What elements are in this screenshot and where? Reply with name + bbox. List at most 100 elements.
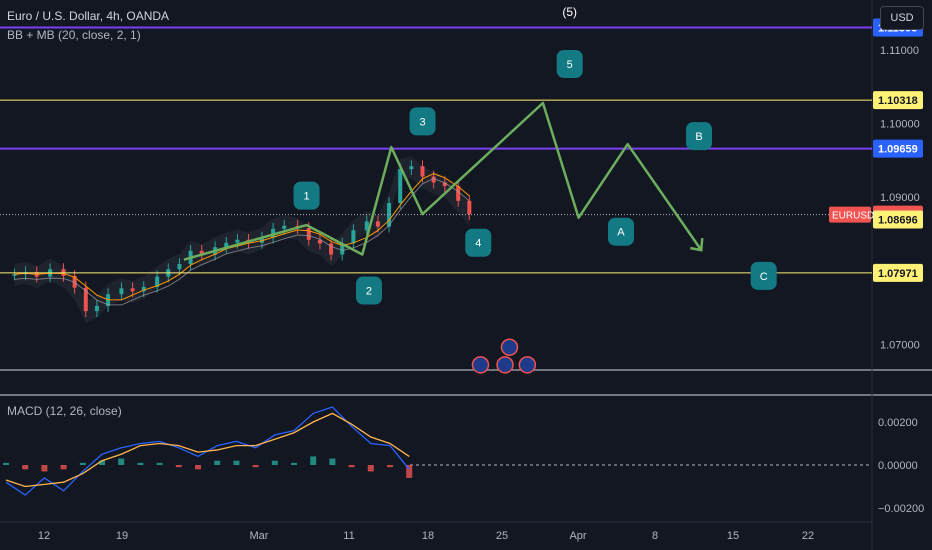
candle-body — [72, 275, 77, 288]
wave-label-box — [686, 122, 713, 151]
currency-button[interactable]: USD — [880, 6, 924, 30]
symbol-tag-bg — [829, 206, 871, 223]
macd-histogram-bar — [387, 465, 393, 468]
wave-arrowhead — [690, 237, 704, 252]
candle-body — [329, 243, 334, 255]
candle-body — [119, 288, 124, 295]
macd-histogram-bar — [137, 462, 144, 465]
price-tag-label: 1.08696 — [878, 214, 918, 226]
wave-label-box — [355, 276, 382, 305]
price-tag-bg — [873, 91, 923, 110]
wave-label-callout: 2 — [355, 276, 382, 305]
candle-body — [387, 203, 392, 227]
price-tag: 1.09659 — [873, 139, 923, 158]
candle-body — [351, 230, 356, 244]
wave-label-callout: 4 — [465, 228, 492, 257]
wave-label-box — [556, 49, 583, 78]
macd-histogram-bar — [214, 460, 221, 465]
wave-label-text: 4 — [475, 238, 481, 250]
wave-label-callout: 3 — [409, 107, 436, 136]
price-tag-label: 1.10318 — [878, 95, 918, 107]
price-tag-label: 1.07971 — [878, 268, 918, 280]
candle-body — [83, 287, 88, 312]
price-tag: 1.07971 — [873, 263, 923, 282]
candle-body — [467, 200, 472, 215]
candle-body — [456, 186, 461, 201]
wave-label-box — [409, 107, 436, 136]
economic-event-icon — [471, 356, 490, 374]
macd-histogram-bar — [367, 465, 374, 472]
wave-label-box — [607, 217, 634, 246]
wave-label-callout: 5 — [556, 49, 583, 78]
time-tick-label: 15 — [727, 530, 739, 542]
candle-body — [259, 237, 264, 243]
candle-body — [235, 239, 240, 243]
candle-body — [271, 228, 276, 238]
price-tag-bg — [873, 139, 923, 158]
candle-body — [282, 225, 287, 229]
candle-body — [364, 221, 369, 231]
time-tick-label: 12 — [38, 530, 50, 542]
candle-body — [442, 182, 447, 187]
macd-tick-label: −0.00200 — [878, 503, 924, 515]
wave-label-callout: B — [686, 122, 713, 151]
wave-label-text: C — [760, 271, 768, 283]
wave-label-box — [750, 261, 777, 290]
wave-label-callout: C — [750, 261, 777, 290]
time-tick-label: Mar — [250, 530, 269, 542]
macd-label[interactable]: MACD (12, 26, close) — [7, 404, 122, 418]
macd-histogram-bar — [99, 460, 105, 465]
price-tag-label: 1.09659 — [878, 144, 918, 156]
time-tick-label: Apr — [569, 530, 586, 542]
price-tag: 1.10318 — [873, 91, 923, 110]
candle-body — [375, 221, 380, 227]
wave-label-box — [465, 228, 492, 257]
macd-tick-label: 0.00200 — [878, 417, 918, 429]
macd-histogram-bar — [291, 462, 297, 465]
candle-body — [317, 239, 322, 244]
economic-event-icon — [518, 356, 537, 374]
macd-histogram-bar — [60, 465, 67, 470]
wave-label-text: 2 — [366, 286, 372, 298]
basis-line — [14, 178, 470, 306]
macd-histogram-bar — [22, 465, 29, 470]
candle-body — [340, 243, 345, 255]
macd-histogram-bar — [406, 465, 413, 478]
macd-tick-label: 0.00000 — [878, 460, 918, 472]
candle-body — [130, 288, 135, 292]
economic-event-icon — [500, 338, 519, 356]
price-tag-bg — [873, 263, 923, 282]
macd-histogram-bar — [310, 456, 317, 465]
wave-label-text: A — [617, 227, 625, 239]
indicator-label[interactable]: BB + MB (20, close, 2, 1) — [7, 28, 141, 42]
candle-body — [224, 242, 229, 248]
wave-label-text: (5) — [562, 5, 577, 19]
time-tick-label: 8 — [652, 530, 658, 542]
economic-event-icon — [496, 356, 514, 374]
macd-histogram-bar — [195, 465, 201, 470]
signal-line — [5, 412, 410, 488]
price-tick-label: 1.09000 — [880, 192, 920, 204]
wave-label-text: 5 — [567, 59, 573, 71]
wave-label-callout: A — [607, 217, 634, 246]
wave-label-callout: 1 — [293, 181, 320, 210]
candle-body — [177, 264, 182, 270]
price-tick-label: 1.07000 — [880, 339, 920, 351]
candle-body — [398, 169, 403, 204]
symbol-title[interactable]: Euro / U.S. Dollar, 4h, OANDA — [7, 9, 170, 23]
wave-label-box — [293, 181, 320, 210]
candle-body — [420, 166, 425, 177]
candle-body — [12, 274, 17, 276]
macd-histogram-bar — [41, 465, 48, 472]
macd-histogram-bar — [175, 465, 182, 468]
macd-histogram-bar — [271, 460, 278, 465]
time-tick-label: 22 — [802, 530, 814, 542]
moving-average-line — [14, 173, 470, 301]
symbol-tag-label: EURUSD — [832, 211, 874, 222]
macd-histogram-bar — [3, 462, 9, 465]
price-tick-label: 1.10000 — [880, 119, 920, 131]
time-tick-label: 11 — [343, 530, 354, 542]
macd-histogram-bar — [329, 458, 336, 465]
